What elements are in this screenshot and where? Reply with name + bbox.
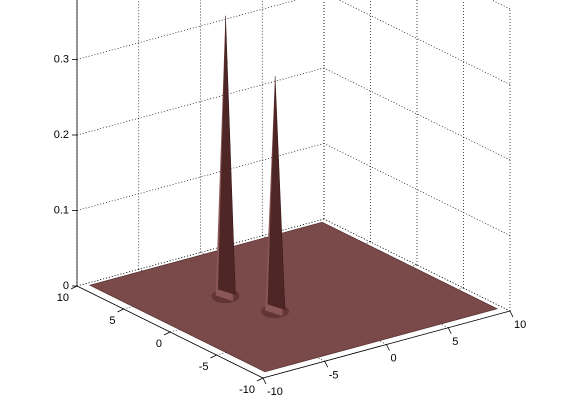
z-tick-label: 0.3: [54, 53, 69, 65]
x-tick-mark: [509, 310, 514, 318]
z-tick-label: 0.1: [54, 204, 69, 216]
x-tick-label: 0: [391, 353, 397, 365]
z-tick-label: 0.2: [54, 129, 69, 141]
surface: [88, 15, 499, 373]
grid-line: [76, 67, 325, 136]
grid-line: [491, 0, 511, 10]
x-tick-label: 10: [514, 319, 526, 331]
x-tick-label: 5: [452, 336, 458, 348]
peak-edge: [225, 15, 236, 295]
peak-edge: [274, 76, 286, 310]
x-tick-mark: [262, 377, 267, 385]
y-tick-label: 0: [156, 338, 162, 350]
x-tick-mark: [447, 327, 452, 334]
x-tick-label: -10: [267, 386, 283, 398]
surface-plane: [88, 221, 499, 373]
y-tick-mark: [163, 331, 171, 336]
y-tick-label: 10: [57, 292, 69, 304]
y-tick-label: 5: [109, 315, 115, 327]
y-tick-mark: [210, 354, 217, 359]
x-tick-mark: [324, 361, 329, 368]
y-tick-label: -5: [199, 361, 209, 373]
grid-line: [76, 143, 325, 211]
y-tick-mark: [256, 377, 264, 382]
y-tick-label: -10: [239, 384, 255, 396]
peak-face: [267, 76, 285, 310]
y-tick-mark: [70, 285, 78, 290]
z-tick-label: 0: [63, 280, 69, 292]
grid-line: [76, 0, 298, 60]
peak-face: [217, 15, 236, 295]
x-tick-label: -5: [329, 369, 339, 381]
grid-line: [76, 218, 325, 287]
x-tick-mark: [386, 344, 390, 351]
y-tick-mark: [117, 308, 124, 313]
